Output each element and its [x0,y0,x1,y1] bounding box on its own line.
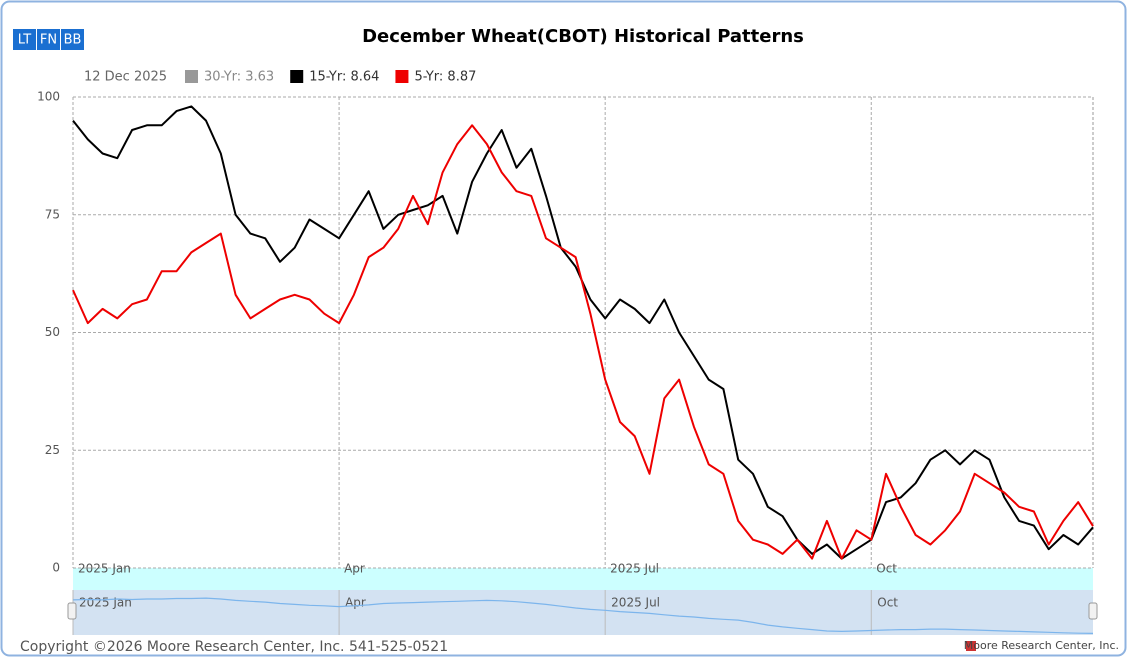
button-bg[interactable] [61,29,84,50]
x-tick-label: 2025 Jan [78,562,131,576]
legend-date: 12 Dec 2025 [84,70,167,85]
button-label[interactable]: LT [18,33,31,48]
button-label[interactable]: BB [64,33,82,48]
y-tick-label: 50 [45,325,60,339]
footer: Copyright ©2026 Moore Research Center, I… [20,639,448,655]
legend-label[interactable]: 15-Yr: 8.64 [309,70,379,85]
toolbar-button[interactable]: FN [37,29,60,50]
x-tick-label: 2025 Jul [610,562,659,576]
credits: Moore Research Center, Inc. [964,639,1119,652]
y-tick-label: 100 [37,90,60,104]
legend-swatch [290,70,304,83]
scroll-band [73,568,1093,590]
x-tick-label: Apr [344,562,365,576]
legend-label[interactable]: 30-Yr: 3.63 [204,70,274,85]
button-bg[interactable] [13,29,36,50]
y-tick-label: 25 [45,443,60,457]
legend-swatch [185,70,198,83]
y-tick-label: 75 [45,207,60,221]
x-tick-label: Oct [876,562,897,576]
toolbar-button[interactable]: LT [13,29,36,50]
button-bg[interactable] [37,29,60,50]
credits-icon [966,641,976,651]
toolbar-button[interactable]: BB [61,29,84,50]
chart-title: December Wheat(CBOT) Historical Patterns [362,26,804,47]
navigator-x-label: 2025 Jan [79,596,132,610]
legend-swatch [395,70,409,83]
navigator [73,590,1093,635]
legend-label[interactable]: 5-Yr: 8.87 [414,70,476,85]
navigator-x-label: Oct [877,596,898,610]
navigator-handle[interactable] [1088,602,1098,620]
button-label[interactable]: FN [40,33,57,48]
navigator-handle[interactable] [67,602,77,620]
navigator-x-label: 2025 Jul [611,596,660,610]
y-tick-label: 0 [52,561,60,575]
navigator-x-label: Apr [345,596,366,610]
series-line [72,124,1094,560]
navigator-line [72,597,1094,634]
